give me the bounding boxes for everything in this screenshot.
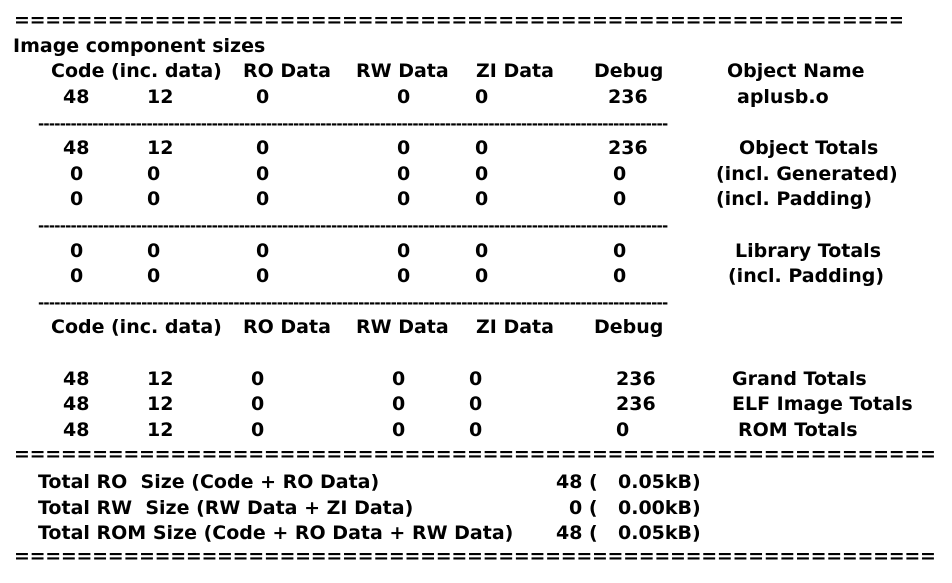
header2-rw-data: RW Data xyxy=(356,316,449,338)
header-inc-data: (inc. data) xyxy=(111,60,222,82)
summary-rom-kb: 0.05kB) xyxy=(618,522,701,544)
gt1-inc: 12 xyxy=(147,393,174,415)
ot1-zi: 0 xyxy=(475,163,489,185)
ot0-ro: 0 xyxy=(256,137,270,159)
summary-ro-kb: 0.05kB) xyxy=(618,471,701,493)
lt0-debug: 0 xyxy=(613,240,627,262)
lt0-code: 0 xyxy=(70,240,84,262)
lt1-inc: 0 xyxy=(147,265,161,287)
gt2-debug: 0 xyxy=(616,419,630,441)
ot1-inc: 0 xyxy=(147,163,161,185)
header-rw-data: RW Data xyxy=(356,60,449,82)
summary-ro-label: Total RO Size (Code + RO Data) xyxy=(38,471,380,493)
dash-separator-1: ----------------------------------------… xyxy=(38,117,668,131)
header-object-name: Object Name xyxy=(727,60,865,82)
summary-rw-kb: 0.00kB) xyxy=(618,497,701,519)
gt1-ro: 0 xyxy=(251,393,265,415)
gt0-rw: 0 xyxy=(392,368,406,390)
gt0-ro: 0 xyxy=(251,368,265,390)
dash-separator-3: ----------------------------------------… xyxy=(38,296,668,310)
lt1-debug: 0 xyxy=(613,265,627,287)
ot1-code: 0 xyxy=(70,163,84,185)
ot2-name: (incl. Padding) xyxy=(716,188,873,210)
separator-top: ========================================… xyxy=(14,10,902,30)
header2-ro-data: RO Data xyxy=(243,316,331,338)
object-inc: 12 xyxy=(147,86,174,108)
lt1-zi: 0 xyxy=(475,265,489,287)
lt0-name: Library Totals xyxy=(735,240,881,262)
header2-code: Code xyxy=(51,316,105,338)
object-zi: 0 xyxy=(475,86,489,108)
ot1-rw: 0 xyxy=(397,163,411,185)
gt2-rw: 0 xyxy=(392,419,406,441)
gt0-debug: 236 xyxy=(616,368,656,390)
gt1-debug: 236 xyxy=(616,393,656,415)
summary-rom-label: Total ROM Size (Code + RO Data + RW Data… xyxy=(38,522,514,544)
ot1-name: (incl. Generated) xyxy=(716,163,898,185)
gt0-code: 48 xyxy=(63,368,90,390)
gt2-name: ROM Totals xyxy=(738,419,858,441)
header-debug: Debug xyxy=(594,60,664,82)
separator-middle: ========================================… xyxy=(14,444,934,464)
summary-rom-value: 48 ( xyxy=(556,522,598,544)
header-code: Code xyxy=(51,60,105,82)
gt1-code: 48 xyxy=(63,393,90,415)
lt0-inc: 0 xyxy=(147,240,161,262)
lt0-ro: 0 xyxy=(256,240,270,262)
gt0-name: Grand Totals xyxy=(732,368,867,390)
object-code: 48 xyxy=(63,86,90,108)
header2-debug: Debug xyxy=(594,316,664,338)
lt1-name: (incl. Padding) xyxy=(728,265,885,287)
ot0-zi: 0 xyxy=(475,137,489,159)
ot2-zi: 0 xyxy=(475,188,489,210)
ot0-name: Object Totals xyxy=(739,137,879,159)
ot2-inc: 0 xyxy=(147,188,161,210)
summary-rw-label: Total RW Size (RW Data + ZI Data) xyxy=(38,497,414,519)
ot0-debug: 236 xyxy=(608,137,648,159)
object-rw: 0 xyxy=(397,86,411,108)
lt1-ro: 0 xyxy=(256,265,270,287)
ot1-debug: 0 xyxy=(613,163,627,185)
ot2-code: 0 xyxy=(70,188,84,210)
ot0-code: 48 xyxy=(63,137,90,159)
ot1-ro: 0 xyxy=(256,163,270,185)
separator-bottom: ========================================… xyxy=(14,546,934,566)
gt2-ro: 0 xyxy=(251,419,265,441)
header-ro-data: RO Data xyxy=(243,60,331,82)
section-title: Image component sizes xyxy=(13,35,266,57)
lt1-code: 0 xyxy=(70,265,84,287)
object-name: aplusb.o xyxy=(737,86,829,108)
gt0-zi: 0 xyxy=(469,368,483,390)
ot2-debug: 0 xyxy=(613,188,627,210)
summary-ro-value: 48 ( xyxy=(556,471,598,493)
lt0-zi: 0 xyxy=(475,240,489,262)
gt2-code: 48 xyxy=(63,419,90,441)
object-ro: 0 xyxy=(256,86,270,108)
gt1-name: ELF Image Totals xyxy=(732,393,913,415)
lt0-rw: 0 xyxy=(397,240,411,262)
gt1-rw: 0 xyxy=(392,393,406,415)
dash-separator-2: ----------------------------------------… xyxy=(38,219,668,233)
ot2-rw: 0 xyxy=(397,188,411,210)
ot2-ro: 0 xyxy=(256,188,270,210)
object-debug: 236 xyxy=(608,86,648,108)
header2-zi-data: ZI Data xyxy=(476,316,554,338)
ot0-inc: 12 xyxy=(147,137,174,159)
summary-rw-value: 0 ( xyxy=(569,497,598,519)
header2-inc-data: (inc. data) xyxy=(111,316,222,338)
ot0-rw: 0 xyxy=(397,137,411,159)
gt2-inc: 12 xyxy=(147,419,174,441)
header-zi-data: ZI Data xyxy=(476,60,554,82)
gt2-zi: 0 xyxy=(469,419,483,441)
gt0-inc: 12 xyxy=(147,368,174,390)
lt1-rw: 0 xyxy=(397,265,411,287)
gt1-zi: 0 xyxy=(469,393,483,415)
